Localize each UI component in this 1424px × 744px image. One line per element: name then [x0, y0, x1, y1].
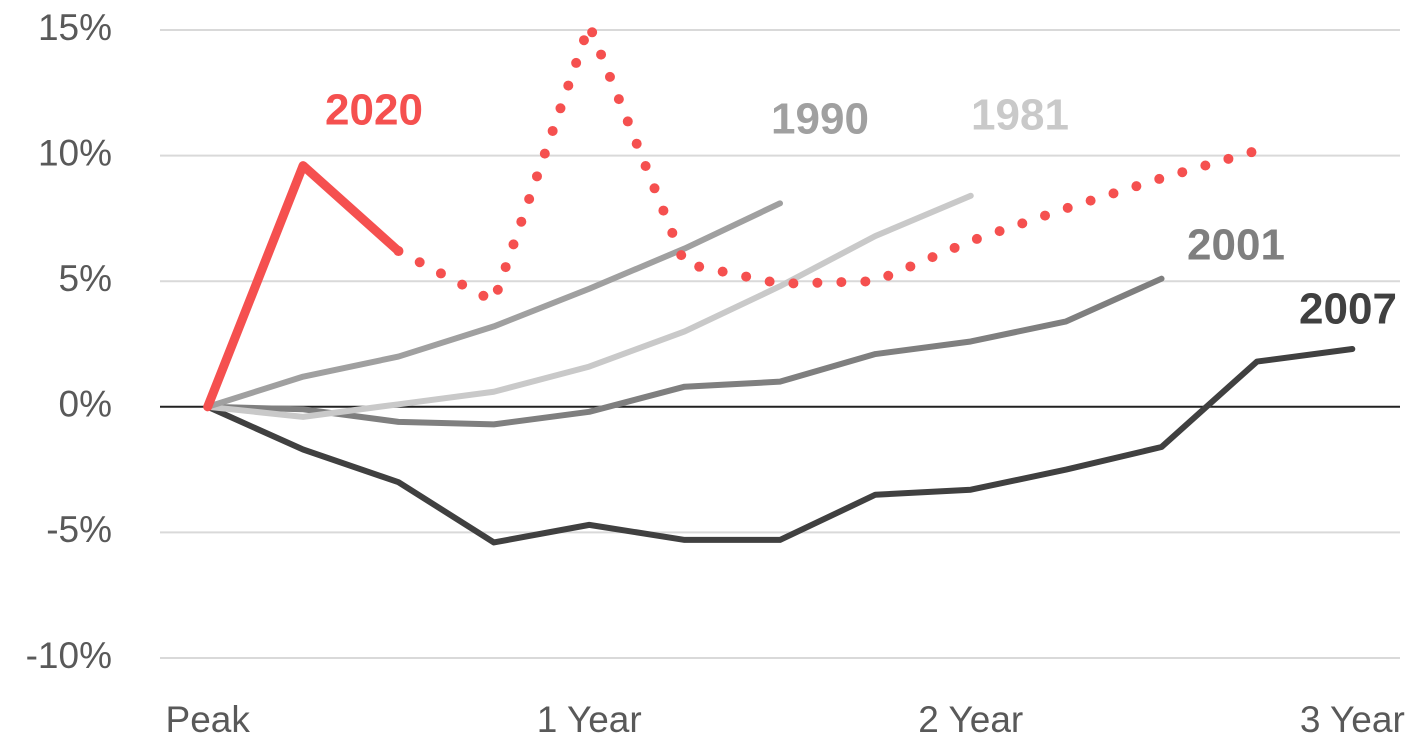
- y-tick-label: -5%: [46, 509, 112, 550]
- y-tick-label: 5%: [59, 258, 112, 299]
- series-label: 2007: [1299, 285, 1397, 334]
- series-line: [204, 200, 783, 410]
- series-line: [204, 192, 974, 420]
- projection-line: [393, 19, 1262, 307]
- y-tick-label: 10%: [38, 132, 112, 173]
- x-tick-label: 2 Year: [918, 699, 1023, 740]
- series-line: [203, 161, 403, 412]
- series-label: 2001: [1187, 221, 1285, 270]
- series-label: 2020: [325, 86, 423, 135]
- y-tick-label: 15%: [38, 7, 112, 48]
- y-tick-label: -10%: [26, 635, 112, 676]
- series-label: 1990: [771, 95, 869, 144]
- x-tick-label: Peak: [166, 699, 251, 740]
- series-line: [204, 275, 1165, 428]
- y-tick-label: 0%: [59, 384, 112, 425]
- series-line: [204, 346, 1356, 546]
- series-label: 1981: [971, 91, 1069, 140]
- x-tick-label: 1 Year: [537, 699, 642, 740]
- x-tick-label: 3 Year: [1300, 699, 1405, 740]
